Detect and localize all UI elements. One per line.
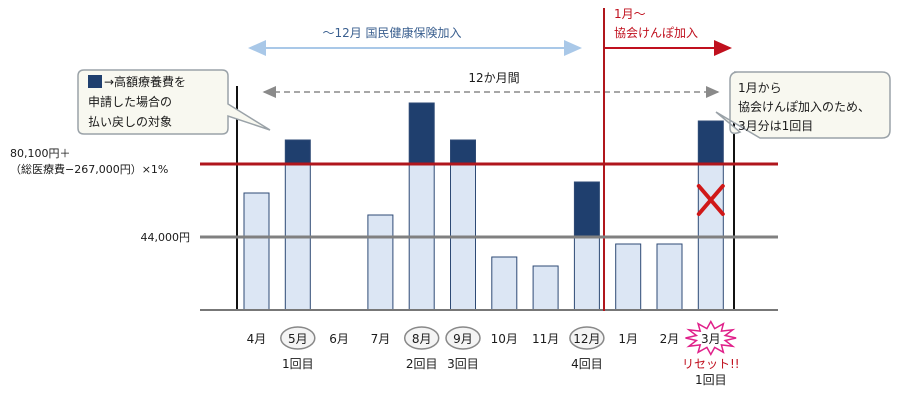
svg-text:3月分は1回目: 3月分は1回目 xyxy=(738,119,813,133)
bar-excess xyxy=(408,102,435,165)
month-label: 11月 xyxy=(532,332,559,346)
reset-label: 1回目 xyxy=(695,373,727,387)
bar-excess xyxy=(284,139,311,165)
month-label: 6月 xyxy=(329,332,349,346)
bar-excess xyxy=(573,181,600,238)
month-label: 2月 xyxy=(660,332,680,346)
svg-text:1月から: 1月から xyxy=(738,81,782,95)
svg-text:申請した場合の: 申請した場合の xyxy=(88,94,172,109)
bar xyxy=(243,192,270,311)
count-label: 4回目 xyxy=(571,357,603,371)
bar xyxy=(615,243,642,311)
count-label: 2回目 xyxy=(406,357,438,371)
month-label: 12月 xyxy=(573,332,600,346)
month-label: 5月 xyxy=(288,332,308,346)
cross-mark-icon xyxy=(696,184,725,216)
bar xyxy=(656,243,683,311)
reset-star-icon xyxy=(685,319,737,357)
svg-text:80,100円＋: 80,100円＋ xyxy=(10,147,71,160)
count-label: 1回目 xyxy=(282,357,314,371)
bar xyxy=(532,265,559,311)
kyokai-callout: 1月から 協会けんぽ加入のため、 3月分は1回目 xyxy=(715,71,891,139)
month-oval xyxy=(403,326,440,350)
legend-callout: →高額療養費を 申請した場合の 払い戻しの対象 xyxy=(77,69,271,135)
month-label: 1月 xyxy=(618,332,638,346)
bar-excess xyxy=(697,120,724,165)
legend-swatch xyxy=(88,75,102,88)
month-label: 7月 xyxy=(371,332,391,346)
month-oval xyxy=(569,326,605,350)
month-label: 3月 xyxy=(701,332,721,346)
svg-text:払い戻しの対象: 払い戻しの対象 xyxy=(88,115,172,129)
threshold-low-label: 44,000円 xyxy=(141,231,191,244)
period-right-label: 1月〜 協会けんぽ加入 xyxy=(614,7,698,40)
month-oval xyxy=(280,326,316,350)
svg-text:協会けんぽ加入のため、: 協会けんぽ加入のため、 xyxy=(738,99,870,114)
count-label: 3回目 xyxy=(447,357,479,371)
month-label: 9月 xyxy=(453,332,473,346)
bar-excess xyxy=(450,139,476,165)
bar xyxy=(573,236,600,311)
month-label: 8月 xyxy=(412,332,432,346)
bar xyxy=(367,214,394,311)
period-top-label: 〜12月 国民健康保険加入 xyxy=(322,25,461,40)
svg-text:協会けんぽ加入: 協会けんぽ加入 xyxy=(614,25,698,40)
reset-label: リセット!! xyxy=(682,357,740,371)
svg-text:→高額療養費を: →高額療養費を xyxy=(104,74,186,89)
month-label: 4月 xyxy=(247,332,267,346)
bar xyxy=(491,256,518,311)
month-label: 10月 xyxy=(491,332,518,346)
period-12-label: 12か月間 xyxy=(468,71,519,85)
threshold-high-label: 80,100円＋ （総医療費−267,000円）×1% xyxy=(10,147,168,176)
svg-text:（総医療費−267,000円）×1%: （総医療費−267,000円）×1% xyxy=(10,162,168,176)
svg-text:1月〜: 1月〜 xyxy=(614,7,646,21)
month-oval xyxy=(445,326,481,350)
